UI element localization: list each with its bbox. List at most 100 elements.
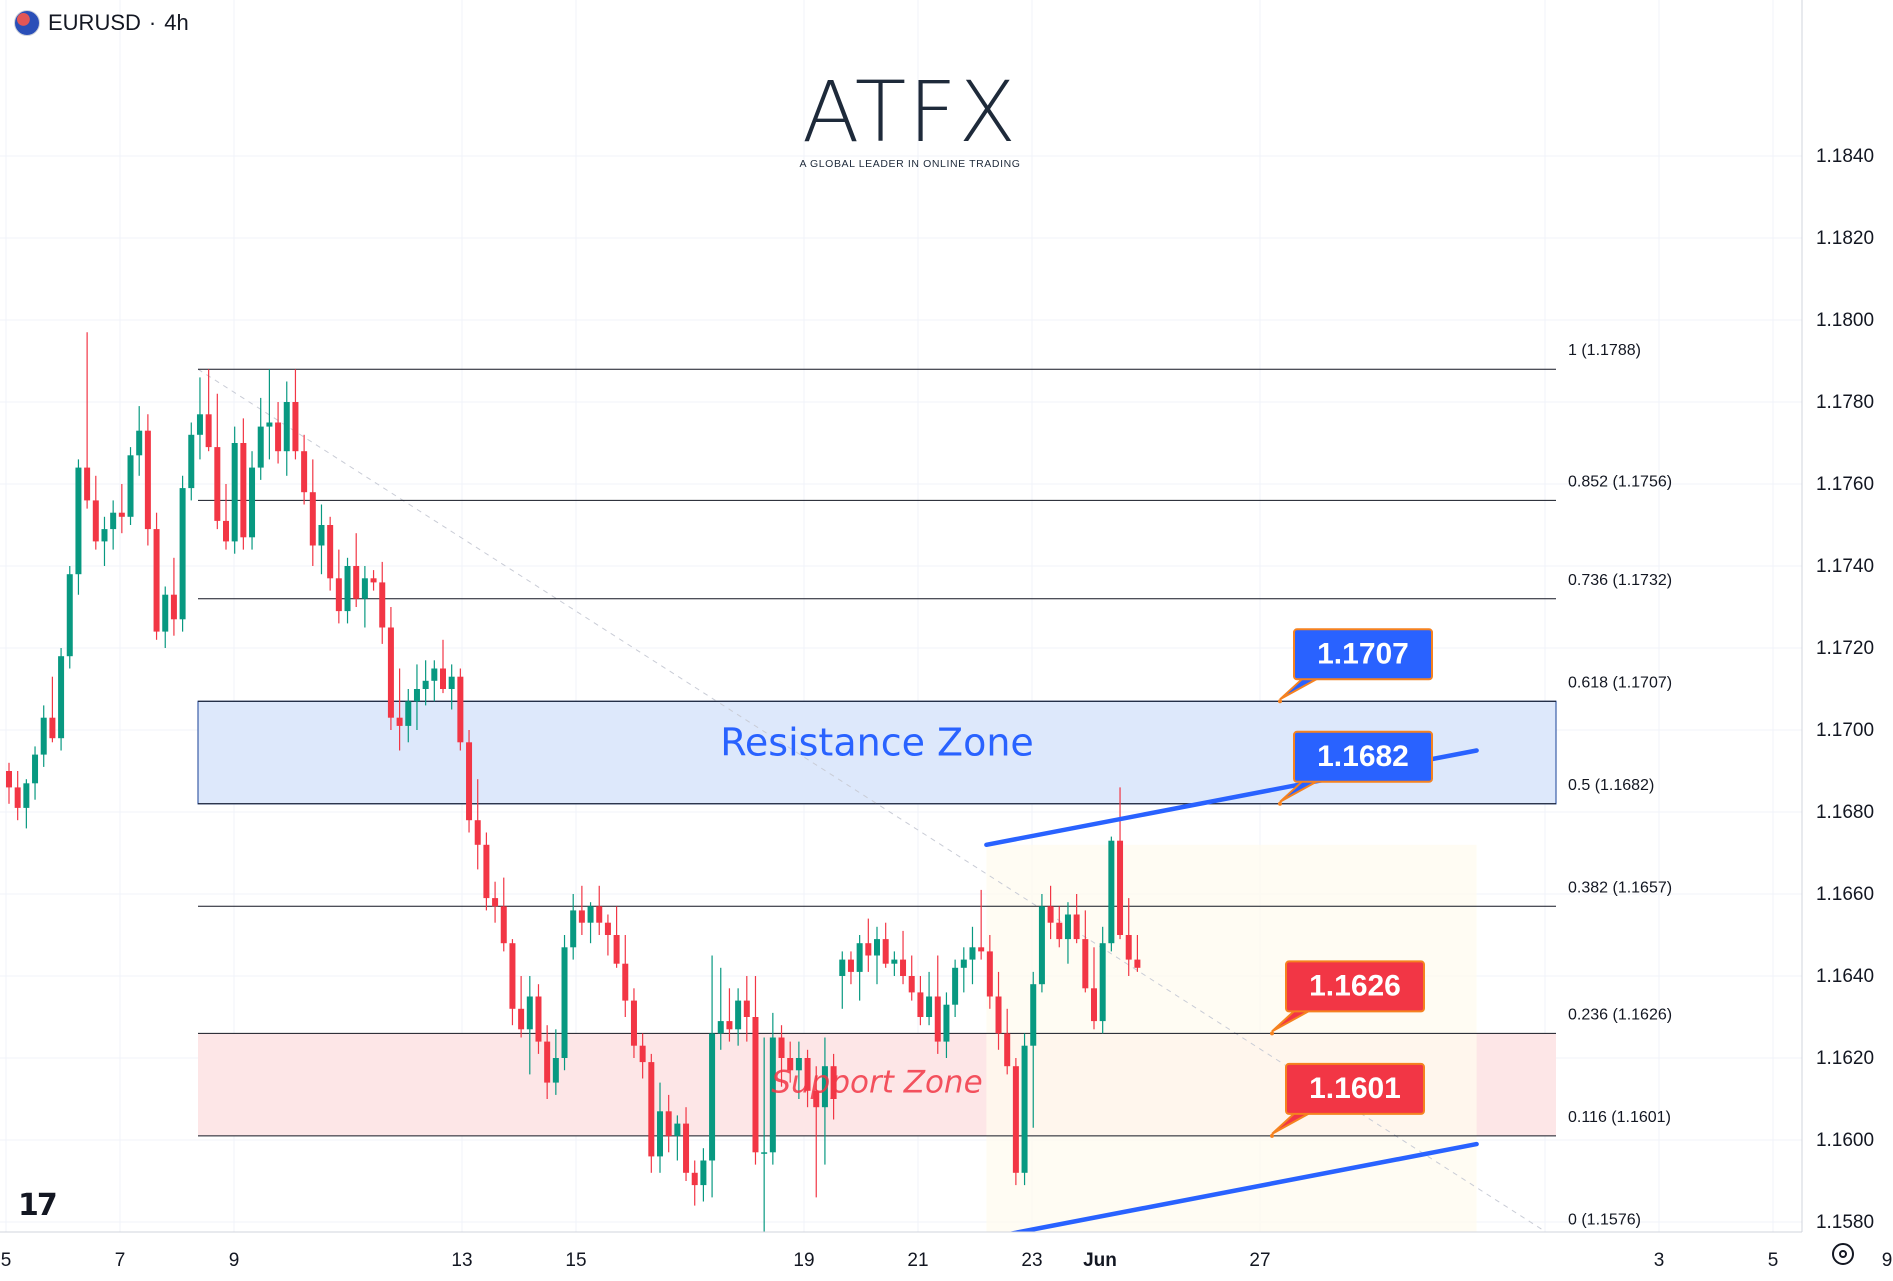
fib-level-label: 0.852 (1.1756) (1568, 473, 1672, 490)
candle-body (648, 1062, 655, 1157)
time-axis-bg (0, 1232, 1893, 1281)
time-axis-tick: 3 (1654, 1250, 1665, 1271)
price-axis-tick: 1.1640 (1816, 966, 1874, 987)
candle-body (874, 939, 880, 956)
interval-label: 4h (164, 10, 189, 35)
price-axis-tick: 1.1800 (1816, 310, 1874, 331)
candle-body (466, 742, 473, 821)
candle-body (205, 414, 212, 448)
candle-body (413, 689, 420, 702)
candle-body (301, 451, 308, 493)
candle-body (275, 422, 282, 452)
time-axis-tick: 19 (793, 1250, 814, 1271)
fib-level-label: 0.736 (1.1732) (1568, 572, 1672, 589)
candle-body (457, 676, 464, 743)
candle-body (570, 910, 577, 948)
candle-body (657, 1111, 663, 1157)
candle-body (370, 578, 377, 583)
separator-dot: · (148, 10, 157, 35)
candle-body (448, 676, 455, 689)
candle-body (387, 627, 394, 718)
candle-body (127, 455, 134, 517)
time-axis-tick: 7 (115, 1250, 126, 1271)
candle-body (1047, 906, 1054, 923)
candle-body (1064, 914, 1071, 940)
candle-body (847, 959, 854, 972)
candle-body (223, 520, 229, 542)
candle-body (266, 422, 273, 427)
candle-body (830, 1066, 837, 1099)
price-callout-anchor (1278, 801, 1282, 806)
candle-body (1056, 922, 1063, 940)
candle-body (1091, 988, 1097, 1022)
candle-body (500, 906, 507, 944)
time-axis-tick: 23 (1021, 1250, 1042, 1271)
candle-body (335, 578, 342, 612)
time-axis-tick: 15 (565, 1250, 586, 1271)
candle-body (23, 783, 30, 808)
fib-level-label: 1 (1.1788) (1568, 342, 1641, 359)
price-axis-tick: 1.1760 (1816, 474, 1874, 495)
candle-body (396, 717, 403, 726)
time-axis-tick: 21 (907, 1250, 928, 1271)
candle-body (196, 414, 203, 435)
fib-level-label: 0 (1.1576) (1568, 1211, 1641, 1228)
candle-body (769, 1037, 776, 1153)
candle-body (526, 996, 533, 1030)
candle-body (804, 1058, 811, 1091)
candle-body (58, 656, 65, 739)
candle-body (1082, 939, 1089, 989)
candle-body (891, 959, 898, 964)
time-axis-tick: 5 (1, 1250, 12, 1271)
candle-body (709, 1033, 716, 1161)
candle-body (821, 1066, 828, 1108)
fib-level-label: 0.236 (1.1626) (1568, 1006, 1672, 1023)
tradingview-logo-icon[interactable]: 17 (18, 1188, 58, 1223)
candle-body (92, 500, 99, 542)
candle-body (283, 402, 290, 452)
candle-body (986, 951, 993, 997)
candle-body (726, 1021, 733, 1030)
price-axis-bg (1802, 0, 1893, 1281)
candle-body (1099, 943, 1106, 1022)
candle-body (813, 1090, 820, 1108)
candle-body (743, 1000, 750, 1017)
candle-body (674, 1123, 681, 1136)
candle-body (136, 430, 143, 456)
price-callout-anchor (1270, 1031, 1274, 1036)
candle-body (32, 754, 39, 784)
candle-body (240, 443, 247, 538)
candle-body (110, 512, 117, 530)
candle-body (926, 996, 933, 1017)
candle-body (101, 529, 108, 542)
symbol-header[interactable]: EURUSD · 4h (14, 10, 189, 36)
candle-body (630, 1000, 637, 1046)
candle-body (405, 701, 412, 726)
candle-body (839, 959, 846, 976)
candle-body (856, 943, 863, 972)
candle-body (639, 1045, 646, 1063)
candle-body (509, 943, 516, 1009)
candle-body (249, 467, 256, 538)
candle-body (318, 525, 325, 546)
candle-body (231, 443, 238, 542)
price-axis-tick: 1.1620 (1816, 1048, 1874, 1069)
candle-body (865, 943, 872, 956)
price-axis-tick: 1.1840 (1816, 146, 1874, 167)
time-axis-tick: 9 (229, 1250, 240, 1271)
price-callout-anchor (1270, 1133, 1274, 1138)
fib-level-label: 0.116 (1.1601) (1568, 1109, 1671, 1126)
price-axis-tick: 1.1700 (1816, 720, 1874, 741)
candle-body (49, 717, 56, 739)
candle-body (353, 566, 360, 599)
settings-icon[interactable] (1832, 1243, 1854, 1265)
price-callout-anchor (1278, 699, 1282, 704)
price-axis-tick: 1.1720 (1816, 638, 1874, 659)
candle-body (943, 1004, 950, 1042)
candle-body (561, 947, 568, 1058)
time-axis-tick: 5 (1768, 1250, 1779, 1271)
candle-body (761, 1152, 768, 1154)
logo-brand: ATFX (801, 63, 1019, 161)
